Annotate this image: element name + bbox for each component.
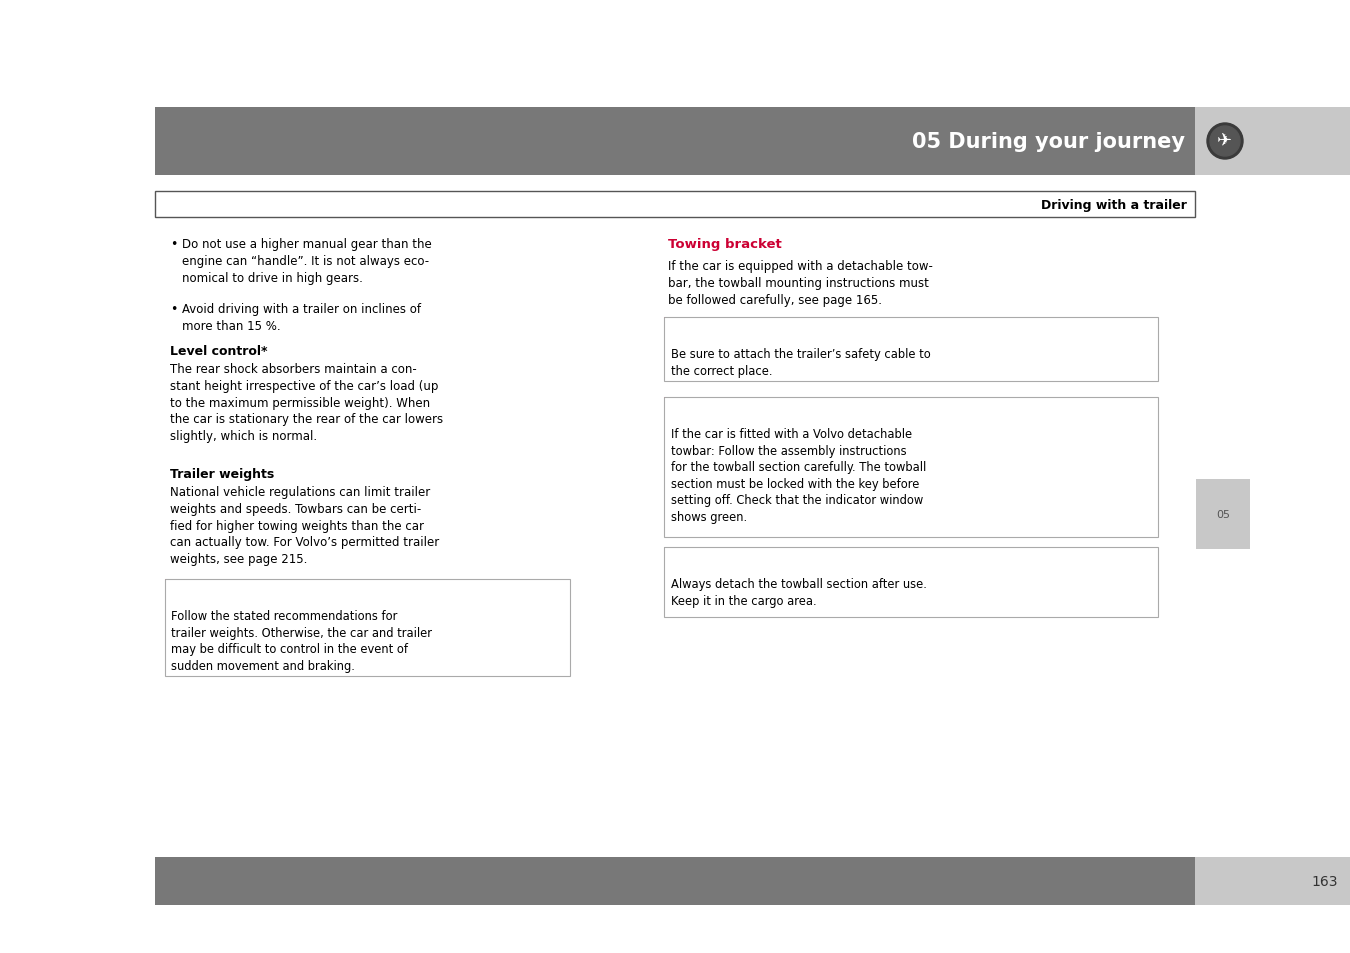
Bar [165,579,570,601]
Bar [155,857,1195,905]
Text: Do not use a higher manual gear than the
engine can “handle”. It is not always e: Do not use a higher manual gear than the… [182,237,432,284]
Bar [664,547,1158,569]
Bar [664,317,1158,381]
Text: ⚠: ⚠ [671,402,682,416]
Bar [664,339,1158,381]
Text: •: • [170,303,177,315]
Text: NOTE: NOTE [687,552,724,565]
Text: National vehicle regulations can limit trailer
weights and speeds. Towbars can b: National vehicle regulations can limit t… [170,485,439,566]
Bar [664,419,1158,537]
Text: Always detach the towball section after use.
Keep it in the cargo area.: Always detach the towball section after … [671,578,927,607]
Bar [664,569,1158,618]
Text: WARNING: WARNING [687,402,752,416]
Text: Trailer weights: Trailer weights [170,468,274,480]
Text: Follow the stated recommendations for
trailer weights. Otherwise, the car and tr: Follow the stated recommendations for tr… [171,609,432,672]
Text: Be sure to attach the trailer’s safety cable to
the correct place.: Be sure to attach the trailer’s safety c… [671,348,930,377]
Bar [155,192,1195,218]
Text: ⓘ: ⓘ [671,552,679,565]
Text: 163: 163 [1311,874,1338,888]
Bar [664,317,1158,339]
Bar [1195,857,1350,905]
Text: Avoid driving with a trailer on inclines of
more than 15 %.: Avoid driving with a trailer on inclines… [182,303,421,333]
Text: ⚠: ⚠ [671,322,682,335]
Text: If the car is equipped with a detachable tow-
bar, the towball mounting instruct: If the car is equipped with a detachable… [668,260,933,306]
Text: The rear shock absorbers maintain a con-
stant height irrespective of the car’s : The rear shock absorbers maintain a con-… [170,363,443,443]
Bar [155,108,1195,175]
Bar [1196,479,1250,550]
Text: 05 During your journey: 05 During your journey [913,132,1185,152]
Circle shape [1207,124,1243,160]
Bar [664,397,1158,537]
Text: WARNING: WARNING [188,584,252,597]
Text: Driving with a trailer: Driving with a trailer [1041,198,1187,212]
Text: •: • [170,237,177,251]
Text: Towing bracket: Towing bracket [668,237,782,251]
Text: Level control*: Level control* [170,345,267,357]
Text: ⚠: ⚠ [171,584,182,597]
Circle shape [1210,127,1241,157]
Bar [1195,108,1350,175]
Bar [664,397,1158,419]
Text: WARNING: WARNING [687,322,752,335]
Bar [664,547,1158,618]
Text: If the car is fitted with a Volvo detachable
towbar: Follow the assembly instruc: If the car is fitted with a Volvo detach… [671,428,926,523]
Bar [165,579,570,677]
Bar [165,601,570,677]
Text: ✈: ✈ [1218,132,1233,151]
Text: 05: 05 [1216,510,1230,519]
